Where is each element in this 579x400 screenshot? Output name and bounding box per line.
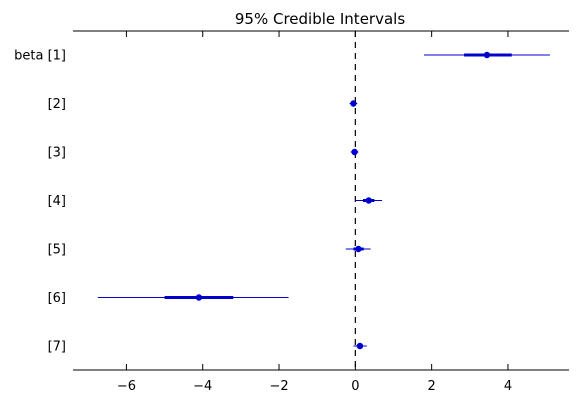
row-label: [6]	[48, 291, 66, 306]
row-label: [2]	[48, 97, 66, 112]
x-axis-ticks: −6 −4 −2 0 2 4	[117, 31, 512, 394]
interval-row: beta [1]	[14, 49, 550, 64]
median-point	[355, 245, 362, 253]
x-tick-label: 0	[351, 379, 359, 394]
row-label: [3]	[48, 146, 66, 161]
interval-row: [2]	[48, 97, 358, 112]
median-point	[351, 148, 358, 156]
x-tick-label: 2	[428, 379, 436, 394]
interval-row: [5]	[48, 243, 371, 258]
interval-rows: beta [1] [2] [3] [4] [5] [6] [7]	[14, 49, 550, 355]
x-tick-label: −6	[117, 379, 136, 394]
median-point	[356, 342, 364, 350]
row-label: beta [1]	[14, 49, 66, 64]
row-label: [4]	[48, 194, 66, 209]
row-label: [7]	[48, 340, 66, 355]
median-point	[483, 51, 491, 59]
median-point	[195, 294, 203, 301]
interval-row: [6]	[48, 291, 289, 306]
interval-row: [4]	[48, 194, 383, 209]
x-tick-label: −2	[269, 379, 288, 394]
x-tick-label: −4	[193, 379, 212, 394]
interval-row: [7]	[48, 340, 367, 355]
median-point	[365, 197, 372, 204]
row-label: [5]	[48, 243, 66, 258]
interval-row: [3]	[48, 146, 359, 161]
chart-title: 95% Credible Intervals	[235, 10, 405, 28]
median-point	[350, 100, 357, 107]
x-tick-label: 4	[504, 379, 512, 394]
